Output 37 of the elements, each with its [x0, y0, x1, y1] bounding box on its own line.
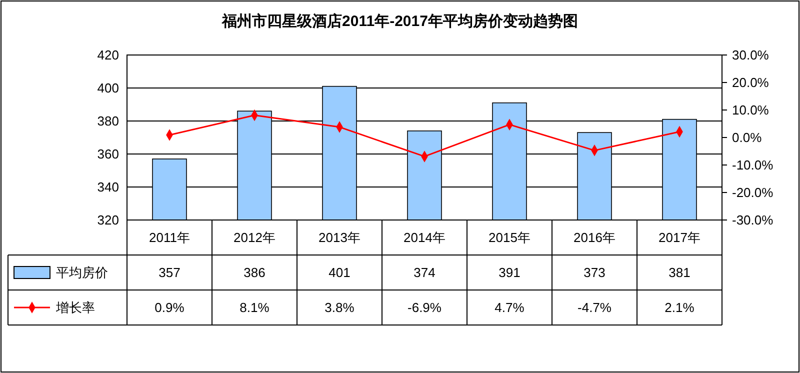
- data-label: 381: [668, 265, 690, 280]
- x-tick-label: 2017年: [658, 230, 700, 246]
- y-tick-label: 380: [97, 114, 119, 129]
- chart-title: 福州市四星级酒店2011年-2017年平均房价变动趋势图: [221, 12, 578, 30]
- data-label: 8.1%: [240, 300, 270, 316]
- legend-label: 增长率: [55, 300, 95, 316]
- data-label: 3.8%: [324, 300, 355, 316]
- y2-tick-label: 10.0%: [732, 102, 770, 118]
- data-label: -4.7%: [578, 300, 612, 316]
- x-tick-label: 2014年: [404, 230, 446, 246]
- data-label: 373: [584, 265, 606, 280]
- x-tick-label: 2012年: [234, 230, 276, 246]
- data-label: 374: [414, 265, 436, 280]
- y2-tick-label: -10.0%: [732, 158, 774, 173]
- data-label: 357: [158, 265, 180, 280]
- y-tick-label: 320: [97, 212, 119, 228]
- x-tick-label: 2013年: [318, 230, 360, 246]
- data-label: 2.1%: [664, 300, 695, 316]
- y-tick-label: 340: [97, 180, 119, 195]
- data-label: 401: [328, 265, 350, 280]
- y2-tick-label: -30.0%: [732, 212, 774, 228]
- y2-tick-label: -20.0%: [732, 185, 774, 200]
- y2-tick-label: 0.0%: [732, 130, 762, 146]
- data-label: 391: [498, 265, 520, 280]
- y-tick-label: 360: [97, 146, 119, 162]
- y-tick-label: 400: [97, 80, 119, 96]
- x-tick-label: 2011年: [149, 230, 190, 246]
- x-tick-label: 2016年: [574, 230, 616, 246]
- y-tick-label: 420: [97, 48, 119, 63]
- data-label: 0.9%: [154, 300, 185, 316]
- data-label: 4.7%: [494, 300, 525, 316]
- data-label: -6.9%: [408, 300, 442, 316]
- data-label: 386: [244, 265, 266, 280]
- y2-tick-label: 20.0%: [732, 75, 770, 90]
- x-tick-label: 2015年: [488, 230, 530, 246]
- y2-tick-label: 30.0%: [732, 48, 770, 63]
- legend-label: 平均房价: [56, 265, 108, 280]
